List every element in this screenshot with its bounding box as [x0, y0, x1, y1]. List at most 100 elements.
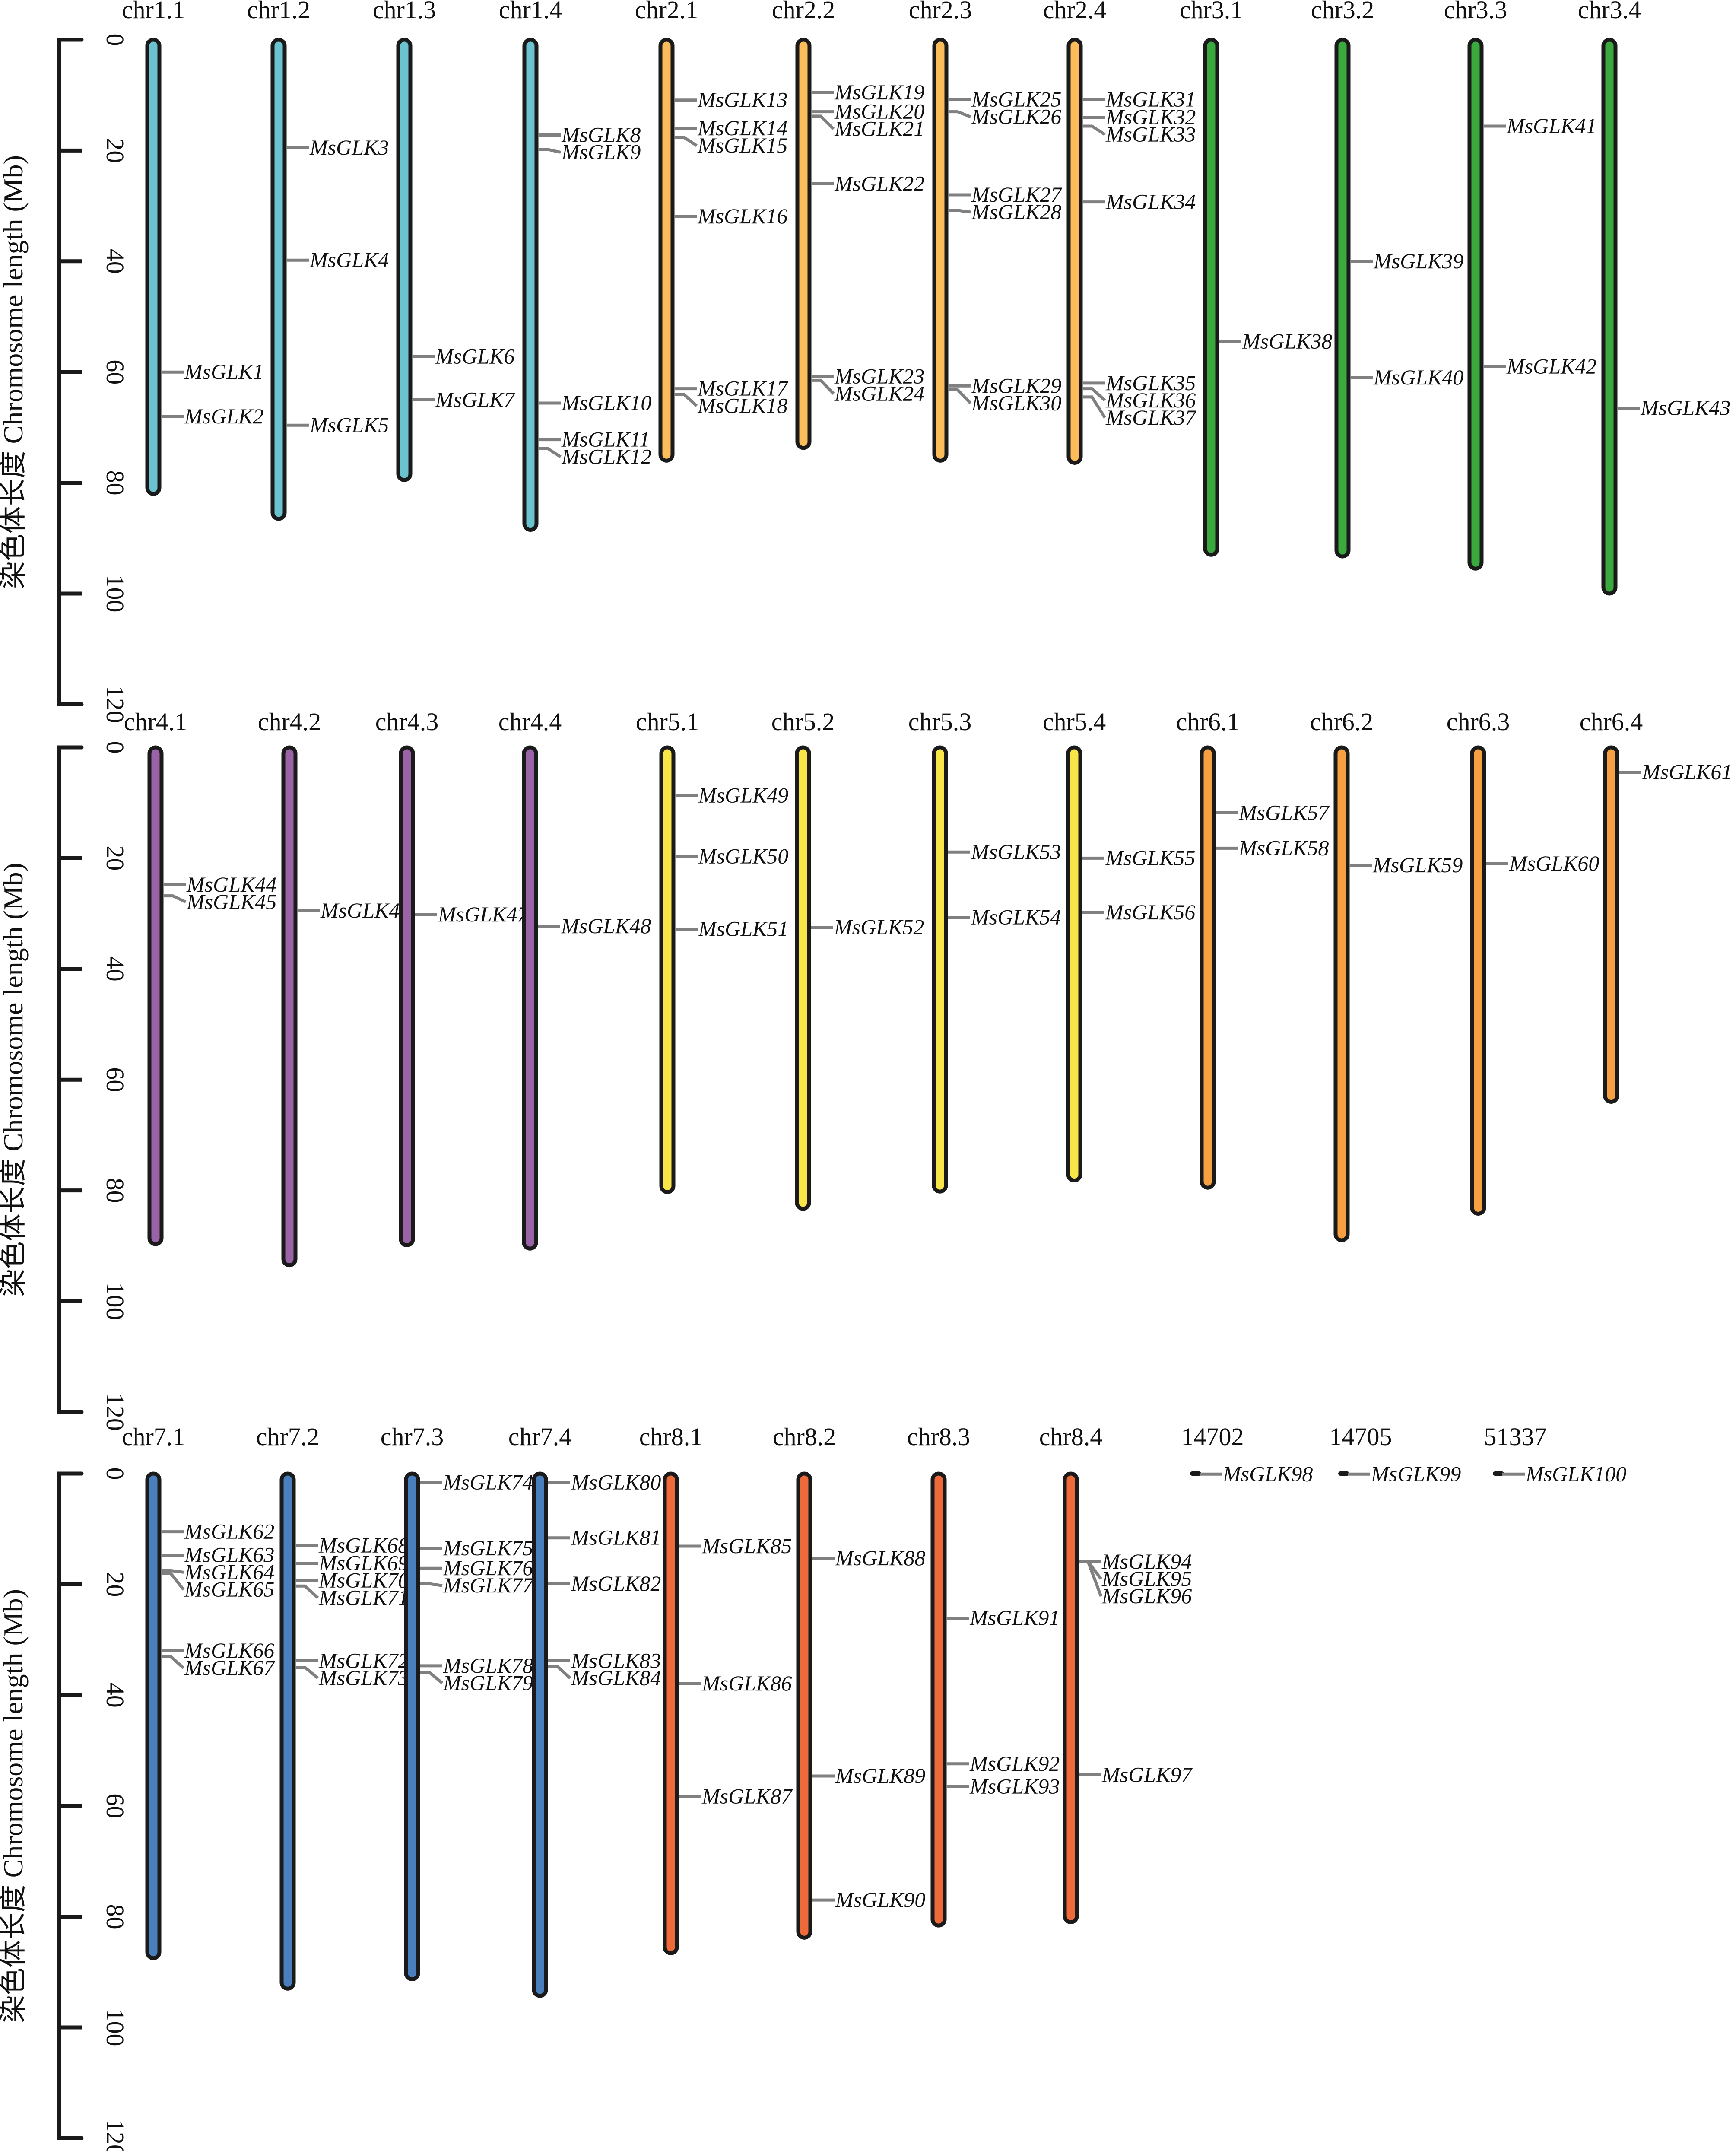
chromosome-label: chr4.1	[124, 708, 187, 736]
chromosome-bar	[930, 1471, 947, 1928]
chromosome: chr5.2 MsGLK52	[771, 708, 924, 1211]
chromosome: chr4.3 MsGLK47	[375, 708, 529, 1248]
chromosome-bar	[281, 745, 298, 1268]
chromosome: chr1.2 MsGLK3 MsGLK4 MsGLK5	[247, 0, 389, 521]
chromosome-label: chr6.1	[1176, 708, 1240, 736]
y-tick-label: 80	[101, 1904, 129, 1929]
gene-label: MsGLK36	[1105, 388, 1196, 412]
gene-label: MsGLK98	[1222, 1462, 1313, 1486]
gene-label: MsGLK82	[571, 1571, 661, 1595]
y-tick-label: 40	[101, 249, 129, 274]
chromosome-bar	[399, 745, 415, 1248]
gene-label: MsGLK10	[561, 391, 651, 415]
gene-label: MsGLK91	[969, 1606, 1060, 1630]
chromosome-row: 0 20 40 60 80 100 120 染色体长度 Chromosome length (…	[0, 708, 1732, 1431]
chromosome-label: chr2.4	[1043, 0, 1107, 24]
chromosome-label: chr5.3	[908, 708, 972, 736]
gene-label: MsGLK3	[309, 135, 389, 159]
chromosome-label: chr8.1	[639, 1423, 703, 1451]
chromosome-bar	[1467, 38, 1484, 571]
chromosome-bar	[1334, 38, 1351, 559]
chromosome-bar	[1333, 745, 1350, 1242]
gene-label: MsGLK22	[834, 171, 924, 195]
gene-label: MsGLK15	[697, 133, 787, 157]
gene-marker-line	[420, 1582, 443, 1587]
gene-label: MsGLK78	[443, 1653, 533, 1678]
gene-label: MsGLK25	[971, 87, 1061, 111]
gene-label: MsGLK94	[1101, 1549, 1192, 1573]
gene-marker-line	[161, 1569, 184, 1574]
chromosome-bar	[1066, 38, 1083, 465]
gene-label: MsGLK32	[1105, 105, 1196, 129]
gene-label: MsGLK39	[1373, 249, 1463, 273]
y-tick-label: 0	[101, 1468, 129, 1480]
chromosome-bar	[1063, 1471, 1079, 1924]
gene-label: MsGLK44	[186, 872, 276, 896]
chromosome-bar	[795, 38, 812, 450]
gene-label: MsGLK65	[184, 1577, 274, 1601]
gene-label: MsGLK50	[698, 844, 788, 868]
gene-label: MsGLK99	[1371, 1462, 1461, 1486]
gene-label: MsGLK62	[184, 1519, 274, 1544]
chromosome-label: 14705	[1330, 1423, 1392, 1451]
gene-marker-line	[1079, 1560, 1103, 1597]
y-tick-label: 100	[101, 2009, 129, 2046]
gene-label: MsGLK8	[561, 123, 641, 147]
chromosome-bar	[663, 1471, 679, 1955]
gene-label: MsGLK20	[834, 99, 924, 124]
chromosome-label: chr3.1	[1180, 0, 1243, 24]
chromosome-label: chr3.4	[1578, 0, 1641, 24]
gene-label: MsGLK100	[1525, 1462, 1626, 1486]
chromosome-bar	[795, 745, 811, 1211]
gene-label: MsGLK5	[309, 413, 389, 437]
chromosome-bar	[659, 745, 676, 1194]
gene-marker-line	[811, 378, 835, 395]
gene-marker-line	[948, 110, 971, 118]
gene-label: MsGLK79	[443, 1671, 533, 1695]
gene-marker-line	[948, 209, 971, 214]
chromosome-label: chr5.1	[636, 708, 699, 736]
scaffold-bar	[1338, 1471, 1349, 1476]
chromosome-label: 14702	[1181, 1423, 1244, 1451]
y-tick-label: 120	[101, 686, 129, 723]
gene-label: MsGLK86	[701, 1671, 792, 1695]
gene-label: MsGLK64	[184, 1560, 274, 1584]
gene-label: MsGLK45	[186, 890, 276, 914]
chromosome-label: chr7.1	[122, 1423, 185, 1451]
y-tick-label: 60	[101, 359, 129, 384]
gene-label: MsGLK23	[834, 364, 924, 388]
chromosome-bar	[1603, 745, 1619, 1104]
gene-label: MsGLK60	[1509, 851, 1599, 875]
gene-label: MsGLK93	[969, 1774, 1060, 1798]
gene-label: MsGLK74	[443, 1470, 533, 1494]
chromosome-bar	[532, 1471, 548, 1998]
chromosome: chr5.1 MsGLK49 MsGLK50 MsGLK51	[636, 708, 788, 1194]
chromosome: chr7.4 MsGLK80 MsGLK81 MsGLK82 MsGLK83MsGLK8…	[508, 1423, 661, 1998]
gene-label: MsGLK66	[184, 1638, 274, 1662]
gene-marker-line	[1082, 395, 1106, 419]
y-tick-label: 120	[101, 2119, 129, 2151]
y-tick-label: 20	[101, 845, 129, 871]
chromosome-label: chr5.2	[771, 708, 835, 736]
gene-label: MsGLK7	[435, 387, 515, 411]
chromosome: chr3.3 MsGLK41 MsGLK42	[1444, 0, 1596, 571]
gene-label: MsGLK48	[561, 914, 651, 938]
gene-label: MsGLK43	[1640, 396, 1730, 420]
gene-label: MsGLK54	[971, 905, 1061, 929]
gene-label: MsGLK19	[834, 80, 924, 104]
gene-marker-line	[811, 114, 835, 130]
chromosome-label: chr4.3	[375, 708, 439, 736]
gene-marker-line	[674, 136, 698, 147]
gene-label: MsGLK37	[1105, 405, 1196, 429]
gene-label: MsGLK28	[971, 200, 1061, 224]
gene-label: MsGLK24	[834, 381, 924, 405]
chromosome: 14702 MsGLK98	[1181, 1423, 1313, 1486]
chromosome: chr6.2 MsGLK59	[1310, 708, 1463, 1242]
gene-label: MsGLK27	[971, 182, 1062, 207]
chromosome-label: chr7.2	[256, 1423, 320, 1451]
gene-label: MsGLK88	[835, 1546, 925, 1570]
